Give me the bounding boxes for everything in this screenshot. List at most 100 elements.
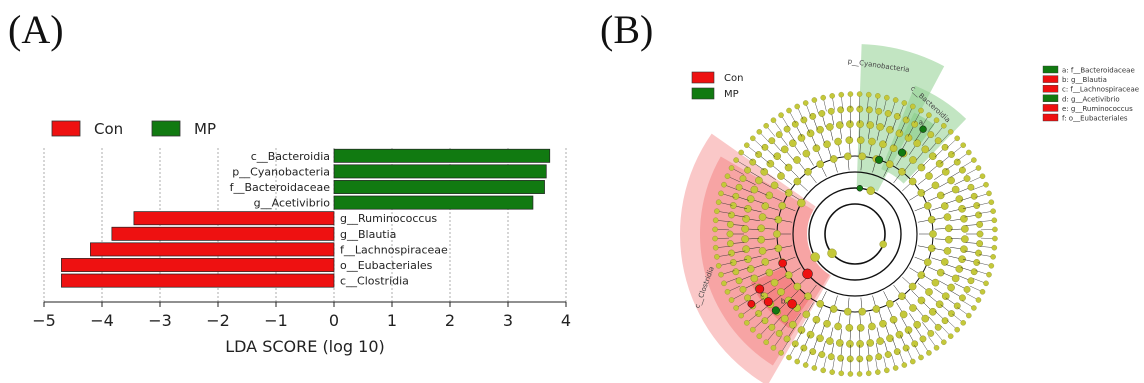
tree-node <box>963 286 971 293</box>
tree-node <box>845 136 854 144</box>
tree-node <box>804 292 812 301</box>
tree-node <box>953 158 961 166</box>
cladogram-legend: Con MP <box>691 71 743 100</box>
tree-node <box>846 355 854 363</box>
tree-node <box>846 340 854 348</box>
tree-node <box>902 344 910 352</box>
x-axis-ticks: −5 −4 −3 −2 −1 0 1 2 3 4 <box>32 302 571 330</box>
tree-node <box>827 107 835 115</box>
lda-bars <box>61 148 551 288</box>
tree-leaf <box>802 362 809 368</box>
tree-node <box>911 120 919 128</box>
tree-node <box>741 225 749 233</box>
tree-leaf <box>829 369 835 375</box>
tree-node <box>800 116 808 124</box>
tree-leaf <box>721 181 727 188</box>
tree-node <box>846 120 854 128</box>
tree-leaf <box>820 367 826 374</box>
tree-node <box>893 348 901 356</box>
clade-tree <box>712 91 998 377</box>
tree-node <box>757 235 765 244</box>
tree-node <box>866 339 874 347</box>
tree-node <box>726 230 734 238</box>
tree-node <box>945 235 953 244</box>
tree-node <box>856 120 864 128</box>
tree-node <box>889 144 898 153</box>
tree-node <box>955 195 964 203</box>
x-tick-label: −3 <box>148 311 172 330</box>
tree-node <box>728 211 735 219</box>
key-entry: c: f__Lachnospiraceae <box>1062 86 1139 94</box>
tree-leaf <box>941 123 947 129</box>
tree-leaf <box>721 280 727 287</box>
tree-ring <box>824 203 886 265</box>
key-swatch <box>1042 113 1059 122</box>
tree-leaf <box>875 93 881 99</box>
tree-leaf <box>966 312 972 319</box>
tree-node <box>895 330 904 339</box>
x-tick-label: −2 <box>206 311 230 330</box>
tree-node <box>837 354 845 362</box>
tree-leaf <box>918 107 924 114</box>
tree-node <box>829 305 838 313</box>
tree-node <box>777 172 785 180</box>
tree-node <box>866 121 874 129</box>
tree-node <box>955 265 964 273</box>
tree-node <box>729 259 737 266</box>
x-tick-label: −5 <box>32 311 56 330</box>
tree-node <box>774 244 783 253</box>
tree-node <box>893 112 901 120</box>
tree-leaf <box>865 91 872 98</box>
tree-leaf <box>786 354 792 361</box>
tree-node <box>960 245 968 253</box>
tree-node <box>784 189 793 197</box>
bar <box>333 164 547 179</box>
legend-swatch-con <box>51 120 81 137</box>
tree-node <box>797 134 806 142</box>
tree-node <box>765 191 774 200</box>
tree-node <box>757 224 765 233</box>
legend-swatch-mp <box>151 120 181 137</box>
tree-leaf <box>756 333 763 339</box>
tree-leaf <box>744 142 750 148</box>
tree-node <box>898 167 906 176</box>
tree-node <box>834 137 842 146</box>
tree-node <box>884 110 892 117</box>
tree-node <box>729 202 737 209</box>
tree-node <box>951 274 960 283</box>
tree-node <box>925 172 933 180</box>
panel-b-label: (B) <box>600 7 654 52</box>
node-letter-a: a <box>919 118 923 126</box>
tree-node <box>812 144 821 153</box>
tree-node <box>928 152 937 161</box>
tree-leaf <box>918 354 924 361</box>
tree-node <box>761 143 769 151</box>
tree-node <box>913 320 921 329</box>
tree-node <box>780 145 789 154</box>
tree-leaf <box>986 190 992 197</box>
key-entry: e: g__Ruminococcus <box>1062 105 1133 113</box>
tree-node <box>812 315 821 324</box>
tree-node <box>836 339 844 347</box>
tree-node <box>951 185 960 194</box>
tree-node <box>746 265 755 273</box>
tree-node <box>856 105 864 113</box>
tree-leaf <box>966 149 972 156</box>
tree-leaf <box>733 157 739 163</box>
tree-node <box>911 340 919 348</box>
tree-node <box>758 213 767 221</box>
tree-leaf <box>770 117 777 123</box>
tree-node <box>816 300 825 308</box>
tree-node <box>761 258 770 266</box>
tree-node <box>960 215 968 223</box>
tree-leaf <box>991 244 998 251</box>
bar <box>333 180 545 194</box>
lda-bar-labels: c__Bacteroidia p__Cyanobacteria f__Bactero… <box>230 150 448 288</box>
tree-leaf <box>988 263 995 269</box>
tree-node <box>868 137 876 146</box>
tree-node <box>744 205 752 213</box>
tree-node <box>885 160 894 168</box>
tree-node <box>823 319 831 328</box>
tree-node <box>889 315 898 324</box>
tree-node <box>941 317 949 325</box>
